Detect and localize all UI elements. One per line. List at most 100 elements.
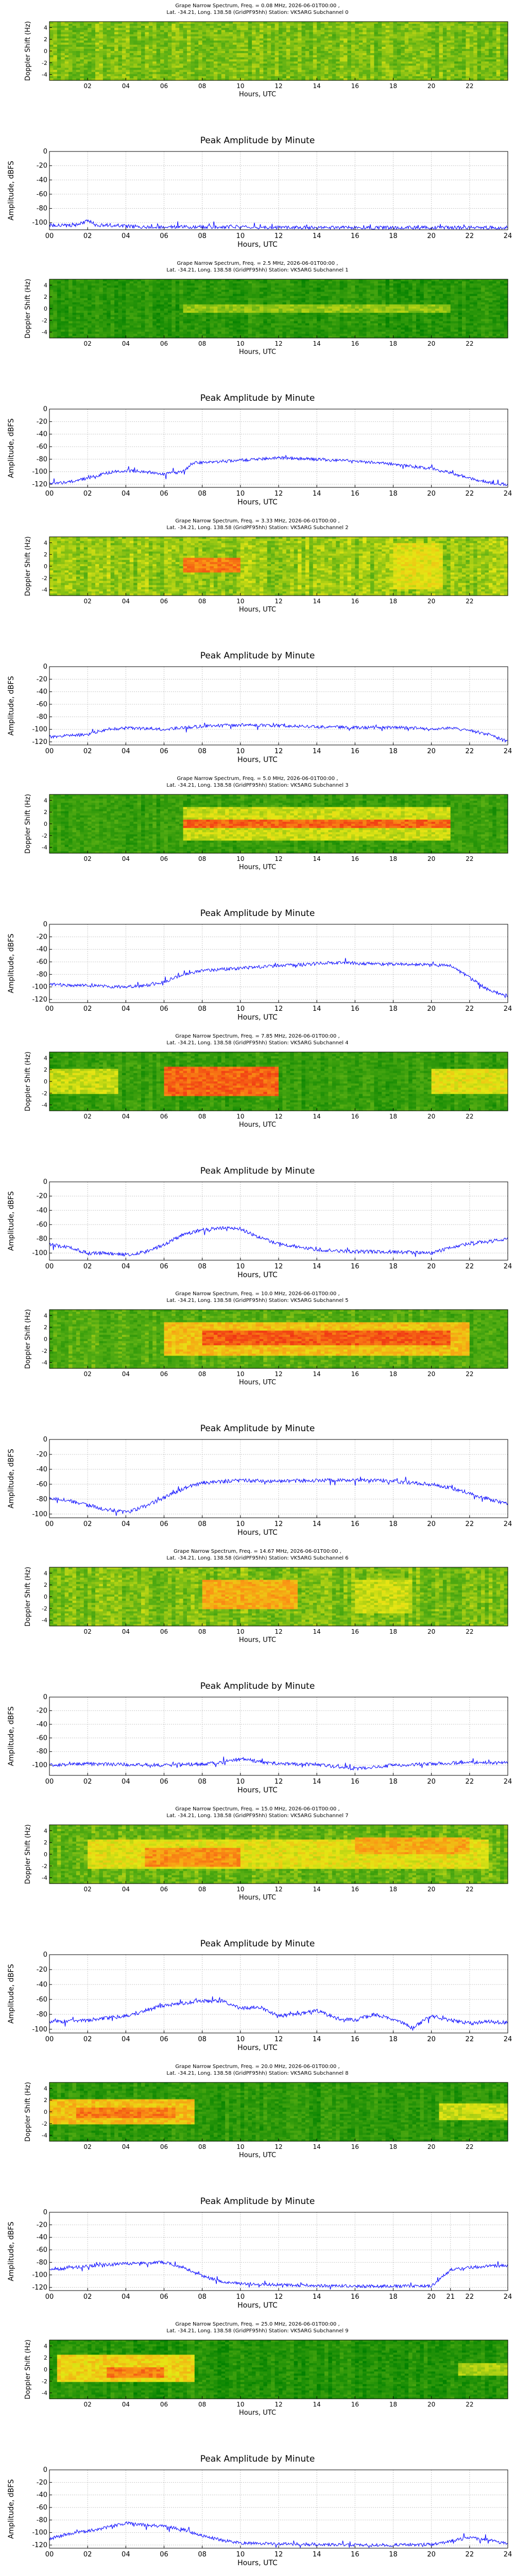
spectrogram-cell: [248, 298, 252, 301]
spectrogram-cell: [344, 34, 348, 37]
spectrogram-cell: [336, 22, 340, 24]
spectrogram-cell: [229, 26, 233, 28]
spectrogram-cell: [320, 76, 325, 79]
spectrogram-cell: [370, 76, 375, 79]
spectrogram-cell: [198, 57, 203, 60]
spectrogram-cell: [83, 74, 88, 77]
spectrogram-cell: [88, 28, 92, 30]
spectrogram-cell: [194, 63, 199, 66]
spectrogram-cell: [83, 290, 88, 293]
spectrogram-cell: [49, 306, 54, 309]
spectrogram-cell: [61, 311, 65, 313]
spectrogram-cell: [210, 30, 214, 32]
spectrogram-cell: [171, 63, 176, 66]
spectrogram-cell: [301, 48, 306, 52]
spectrogram-cell: [301, 22, 306, 24]
spectrogram-cell: [358, 26, 363, 28]
spectrogram-cell: [102, 51, 107, 54]
spectrogram-cell: [107, 329, 111, 332]
spectrogram-cell: [393, 51, 398, 54]
spectrogram-cell: [91, 317, 96, 319]
spectrogram-cell: [366, 36, 371, 39]
spectrogram-cell: [95, 63, 100, 66]
spectrogram-cell: [313, 76, 317, 79]
spectrogram-cell: [141, 67, 146, 71]
spectrogram-cell: [68, 74, 73, 77]
spectrogram-cell: [68, 302, 73, 305]
spectrogram-cell: [382, 63, 386, 66]
spectrogram-cell: [126, 22, 130, 24]
spectrogram-cell: [145, 281, 149, 284]
spectrogram-cell: [99, 306, 104, 309]
spectrogram-cell: [107, 300, 111, 303]
spectrogram-cell: [290, 78, 295, 81]
spectrogram-cell: [53, 53, 58, 56]
spectrogram-cell: [145, 325, 149, 328]
spectrogram-cell: [240, 333, 245, 336]
spectrogram-cell: [187, 40, 192, 43]
spectrogram-cell: [298, 55, 302, 58]
spectrogram-cell: [442, 32, 447, 35]
spectrogram-cell: [344, 53, 348, 56]
spectrogram-cell: [229, 65, 233, 69]
spectrogram-cell: [72, 292, 77, 295]
spectrogram-cell: [76, 292, 80, 295]
spectrogram-cell: [286, 48, 290, 52]
spectrogram-cell: [152, 44, 157, 47]
spectrogram-cell: [145, 317, 149, 319]
spectrogram-cell: [88, 296, 92, 299]
spectrogram-cell: [194, 329, 199, 332]
spectrogram-cell: [61, 30, 65, 32]
spectrogram-cell: [385, 65, 390, 69]
spectrogram-cell: [408, 44, 413, 47]
spectrogram-cell: [152, 76, 157, 79]
spectrogram-cell: [393, 55, 398, 58]
spectrogram-cell: [255, 279, 260, 282]
spectrogram-cell: [492, 74, 497, 77]
spectrogram-cell: [107, 319, 111, 322]
spectrogram-cell: [210, 78, 214, 81]
spectrogram-cell: [53, 306, 58, 309]
spectrogram-cell: [488, 22, 493, 24]
spectrogram-cell: [423, 61, 428, 64]
spectrogram-cell: [435, 22, 440, 24]
spectrogram-cell: [244, 292, 249, 295]
spectrogram-cell: [210, 63, 214, 66]
spectrogram-cell: [442, 22, 447, 24]
spectrogram-cell: [83, 279, 88, 282]
spectrogram-cell: [102, 283, 107, 286]
spectrogram-cell: [347, 65, 352, 69]
spectrogram-cell: [317, 42, 321, 45]
spectrogram-cell: [191, 55, 195, 58]
spectrogram-cell: [374, 70, 379, 73]
spectrogram-cell: [286, 59, 290, 62]
spectrogram-cell: [57, 317, 61, 319]
spectrogram-cell: [202, 61, 207, 64]
spectrogram-cell: [102, 44, 107, 47]
spectrogram-cell: [229, 28, 233, 30]
spectrogram-cell: [259, 53, 264, 56]
spectrogram-cell: [439, 38, 443, 41]
spectrogram-cell: [423, 65, 428, 69]
spectrogram-cell: [102, 74, 107, 77]
spectrogram-cell: [91, 325, 96, 328]
spectrogram-cell: [95, 283, 100, 286]
spectrogram-cell: [217, 281, 222, 284]
spectrogram-cell: [439, 63, 443, 66]
spectrogram-cell: [198, 321, 203, 324]
spectrogram-cell: [447, 48, 451, 52]
spectrogram-cell: [305, 76, 310, 79]
spectrogram-cell: [141, 313, 146, 315]
spectrogram-cell: [309, 34, 314, 37]
spectrogram-cell: [53, 32, 58, 35]
spectrogram-cell: [61, 300, 65, 303]
spectrogram-cell: [305, 46, 310, 49]
spectrogram-cell: [183, 76, 187, 79]
spectrogram-cell: [57, 306, 61, 309]
spectrogram-cell: [412, 59, 417, 62]
spectrogram-cell: [458, 65, 462, 69]
spectrogram-cell: [57, 32, 61, 35]
spectrogram-cell: [229, 329, 233, 332]
spectrogram-cell: [202, 51, 207, 54]
